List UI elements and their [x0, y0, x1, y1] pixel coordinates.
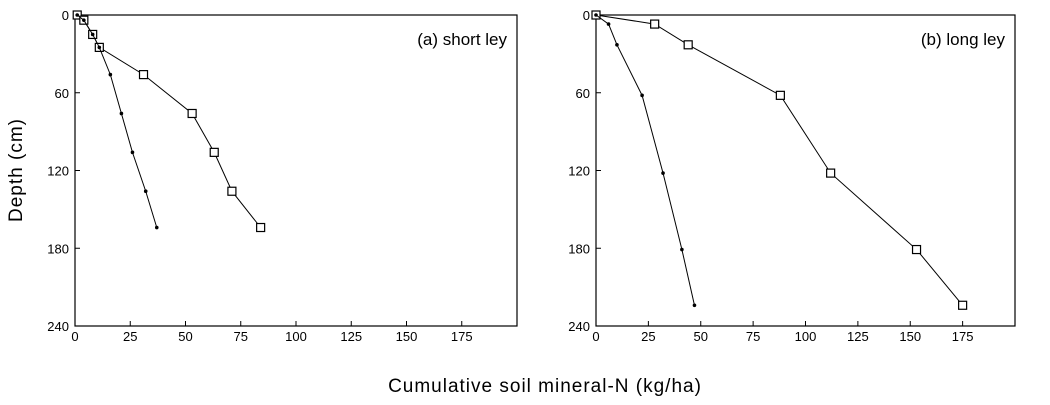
y-tick-label: 180: [47, 241, 69, 256]
x-tick-label: 75: [746, 329, 760, 344]
x-tick-label: 25: [123, 329, 137, 344]
y-tick-label: 120: [568, 164, 590, 179]
x-tick-label: 175: [451, 329, 473, 344]
dot-marker: [119, 111, 124, 116]
x-tick-label: 50: [694, 329, 708, 344]
plot-frame: [595, 14, 1016, 327]
dot-marker: [640, 93, 644, 98]
square-marker: [138, 70, 149, 80]
y-tick-label: 180: [568, 241, 590, 256]
y-tick-label: 0: [583, 8, 590, 23]
y-axis-title: Depth (cm): [6, 118, 27, 222]
x-tick-label: 125: [340, 329, 362, 344]
square-marker: [187, 108, 197, 119]
x-axis-title: Cumulative soil mineral-N (kg/ha): [388, 376, 702, 397]
x-tick-label: 175: [952, 329, 974, 344]
y-tick-label: 60: [576, 86, 590, 101]
y-tick-label: 120: [47, 164, 69, 179]
square-marker: [256, 222, 266, 233]
y-tick-label: 0: [62, 8, 69, 23]
x-tick-label: 150: [396, 329, 418, 344]
x-tick-label: 100: [285, 329, 307, 344]
square-marker: [826, 168, 836, 178]
dot-marker: [90, 32, 95, 37]
series-line: [595, 14, 695, 306]
square-marker: [683, 40, 693, 50]
panel-label: (b) long ley: [921, 30, 1006, 49]
x-tick-label: 150: [899, 329, 921, 344]
y-tick-label: 240: [568, 319, 590, 334]
dot-marker: [130, 150, 135, 155]
dot-marker: [692, 303, 697, 308]
series-line: [76, 14, 158, 228]
dot-marker: [143, 189, 148, 194]
dot-marker: [680, 247, 684, 252]
square-marker: [227, 186, 237, 196]
x-tick-label: 25: [641, 329, 655, 344]
x-tick-label: 100: [795, 329, 817, 344]
square-marker: [775, 90, 785, 100]
dot-marker: [606, 22, 611, 26]
dot-marker: [82, 18, 86, 22]
y-tick-label: 240: [47, 319, 69, 334]
dot-marker: [97, 45, 102, 50]
square-marker: [958, 300, 968, 310]
dot-marker: [594, 13, 598, 17]
x-tick-label: 125: [847, 329, 869, 344]
square-marker: [650, 19, 660, 29]
x-tick-label: 0: [71, 329, 78, 344]
square-marker: [209, 147, 219, 157]
x-tick-label: 0: [592, 329, 599, 344]
dot-marker: [75, 13, 80, 17]
panel-label: (a) short ley: [417, 30, 507, 49]
x-tick-label: 50: [178, 329, 192, 344]
series-line: [595, 14, 964, 306]
plot-frame: [74, 14, 518, 327]
dot-marker: [661, 171, 665, 175]
dot-marker: [108, 72, 113, 77]
y-tick-label: 60: [55, 86, 69, 101]
x-tick-label: 75: [234, 329, 248, 344]
dot-marker: [154, 225, 159, 230]
dot-marker: [615, 43, 619, 47]
square-marker: [911, 244, 922, 255]
